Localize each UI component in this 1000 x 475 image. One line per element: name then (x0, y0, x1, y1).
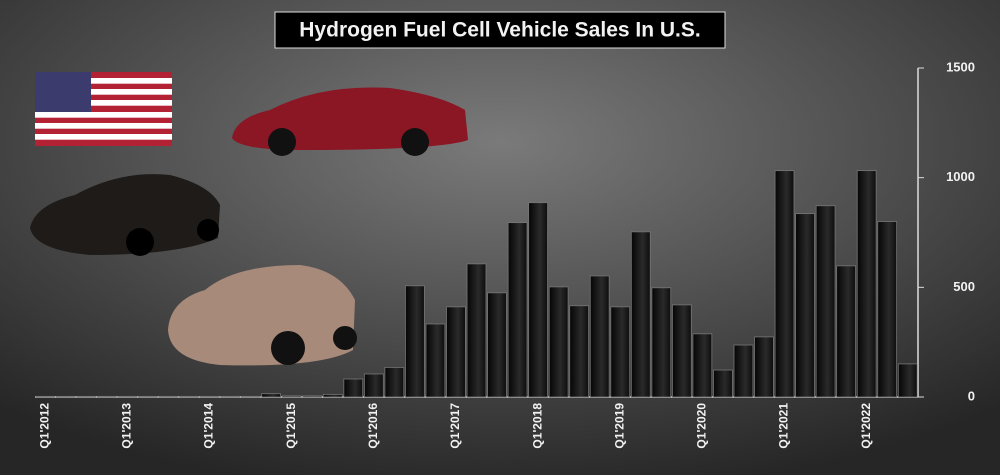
bar (302, 395, 323, 398)
bar (672, 304, 692, 398)
bar (35, 395, 56, 398)
bar (97, 395, 117, 398)
chart-title: Hydrogen Fuel Cell Vehicle Sales In U.S. (299, 19, 700, 42)
bar (384, 366, 405, 398)
bar (261, 393, 281, 398)
bar (692, 333, 713, 398)
x-tick-label: Q1'2013 (120, 403, 134, 449)
x-tick-label: Q1'2021 (777, 403, 791, 449)
bar (836, 265, 856, 398)
bar (548, 286, 569, 398)
bar (630, 231, 651, 398)
bar (425, 323, 446, 398)
bar (815, 205, 836, 398)
bar (76, 395, 97, 398)
x-tick-label: Q1'2016 (366, 403, 380, 449)
y-tick-label: 1000 (946, 169, 975, 184)
bar (363, 373, 384, 398)
flag (35, 72, 172, 146)
bar (877, 221, 898, 398)
x-tick-label: Q1'2014 (202, 403, 216, 449)
x-tick-label: Q1'2018 (530, 403, 544, 449)
bar (487, 292, 507, 398)
bar (569, 305, 590, 398)
bar (589, 275, 610, 398)
bar (774, 170, 795, 398)
bar (55, 395, 76, 398)
bar (220, 395, 240, 398)
car-sedan-red (232, 87, 468, 156)
y-tick-label: 0 (968, 388, 975, 403)
bar (405, 285, 425, 398)
bar (138, 395, 158, 398)
x-tick-label: Q1'2017 (448, 403, 462, 449)
car-sedan-black (30, 174, 220, 256)
x-tick-label: Q1'2022 (859, 403, 873, 449)
bar (446, 306, 466, 398)
y-tick-label: 500 (953, 279, 975, 294)
x-tick-label: Q1'2012 (37, 403, 51, 449)
bar (466, 263, 487, 398)
x-tick-label: Q1'2019 (612, 403, 626, 449)
bar (610, 306, 631, 398)
bar (281, 395, 302, 398)
car-suv-bronze (168, 265, 357, 366)
bar (240, 395, 261, 398)
bar (343, 378, 364, 398)
bar (754, 336, 774, 398)
bar (117, 395, 138, 398)
bar (507, 222, 528, 398)
bar (199, 395, 220, 398)
bar (856, 170, 877, 398)
bar (158, 395, 179, 398)
bar (713, 369, 733, 398)
bar (651, 287, 672, 398)
bar (179, 395, 199, 398)
bar (322, 393, 343, 398)
bar (528, 202, 548, 398)
x-tick-label: Q1'2020 (695, 403, 709, 449)
x-tick-label: Q1'2015 (284, 403, 298, 449)
title-box (274, 11, 726, 49)
y-tick-label: 1500 (946, 59, 975, 74)
bar (897, 363, 918, 398)
bar (733, 344, 754, 398)
bar (795, 213, 815, 398)
